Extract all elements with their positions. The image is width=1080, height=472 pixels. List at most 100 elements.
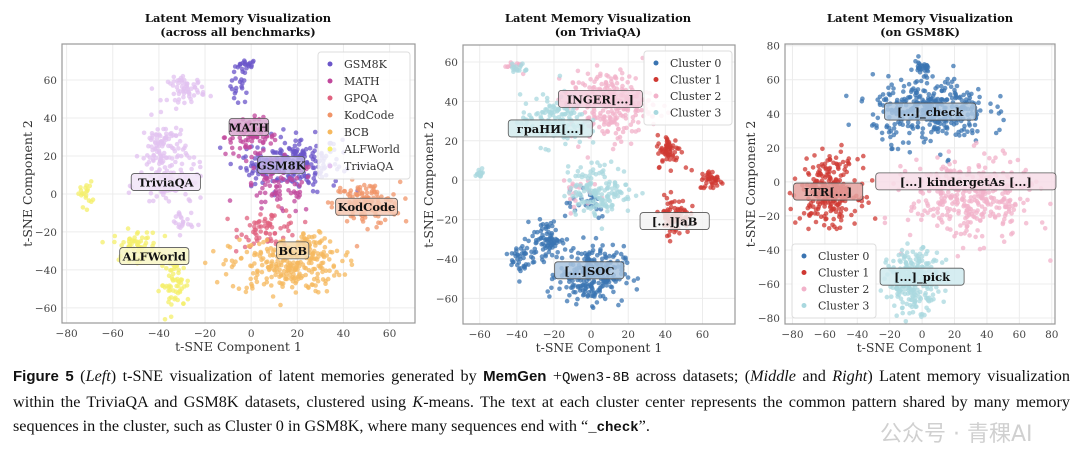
data-point-cluster-0 xyxy=(888,134,893,140)
data-point-gpqa xyxy=(267,231,273,237)
data-point-bcb xyxy=(270,252,276,258)
data-point-cluster-0 xyxy=(963,97,969,102)
x-axis-label: t-SNE Component 1 xyxy=(536,340,663,355)
data-point-kodcode xyxy=(382,217,388,223)
data-point-bcb xyxy=(225,243,231,249)
data-point-cluster-0 xyxy=(961,92,966,98)
legend: GSM8K MATH GPQA KodCode BCB ALFWorld TriviaQA xyxy=(317,51,411,180)
data-point-triviaqa xyxy=(159,139,164,144)
data-point-cluster-2 xyxy=(951,207,957,213)
data-point-cluster-3 xyxy=(936,289,941,294)
data-point-cluster-2 xyxy=(978,218,983,223)
data-point-gsm8k xyxy=(311,176,317,181)
y-tick-label: 60 xyxy=(767,75,780,87)
data-point-gsm8k xyxy=(309,154,314,159)
data-point-kodcode xyxy=(344,219,350,224)
data-point-triviaqa xyxy=(141,156,146,161)
data-point-cluster-2 xyxy=(917,166,923,172)
data-point-gsm8k xyxy=(331,183,337,188)
data-point-cluster-0 xyxy=(543,253,548,259)
data-point-triviaqa xyxy=(199,84,205,90)
data-point-alfworld xyxy=(144,230,150,235)
data-point-cluster-1 xyxy=(788,206,793,212)
caption-text: ) t-SNE visualization of latent memories… xyxy=(110,367,484,385)
data-point-cluster-1 xyxy=(852,208,858,214)
data-point-cluster-1 xyxy=(710,175,715,181)
data-point-cluster-2 xyxy=(636,127,641,133)
data-point-cluster-3 xyxy=(919,253,925,259)
data-point-bcb xyxy=(345,250,350,255)
data-point-triviaqa xyxy=(177,233,183,238)
data-point-math xyxy=(221,135,227,140)
data-point-cluster-2 xyxy=(629,129,635,134)
legend-marker xyxy=(327,163,333,169)
data-point-cluster-2 xyxy=(999,199,1004,204)
data-point-cluster-1 xyxy=(685,229,690,235)
data-point-triviaqa xyxy=(178,214,183,219)
data-point-cluster-2 xyxy=(1001,239,1007,244)
data-point-cluster-1 xyxy=(812,153,817,158)
data-point-cluster-0 xyxy=(537,217,543,222)
y-axis-label: t-SNE Component 2 xyxy=(421,121,436,248)
data-point-triviaqa xyxy=(171,91,177,97)
cluster-label: [...]SOC xyxy=(564,264,614,278)
data-point-bcb xyxy=(340,258,345,264)
data-point-kodcode xyxy=(355,193,360,198)
data-point-cluster-0 xyxy=(993,130,999,136)
data-point-math xyxy=(223,151,228,157)
data-point-cluster-0 xyxy=(942,85,948,91)
data-point-cluster-0 xyxy=(551,219,557,224)
data-point-alfworld xyxy=(170,271,176,277)
data-point-cluster-0 xyxy=(920,126,926,131)
data-point-triviaqa xyxy=(185,217,190,222)
data-point-triviaqa xyxy=(197,159,203,165)
data-point-cluster-0 xyxy=(549,285,554,291)
data-point-alfworld xyxy=(185,296,191,302)
data-point-cluster-2 xyxy=(960,245,966,251)
data-point-cluster-1 xyxy=(666,233,672,238)
data-point-cluster-2 xyxy=(561,178,567,183)
data-point-cluster-2 xyxy=(598,117,603,122)
data-point-cluster-0 xyxy=(931,127,936,132)
data-point-triviaqa xyxy=(178,127,184,133)
data-point-bcb xyxy=(275,258,280,264)
data-point-cluster-2 xyxy=(605,128,610,134)
data-point-cluster-2 xyxy=(592,182,598,187)
data-point-cluster-0 xyxy=(570,285,575,290)
data-point-bcb xyxy=(334,248,340,254)
data-point-cluster-2 xyxy=(610,146,616,152)
data-point-cluster-1 xyxy=(792,176,798,181)
data-point-cluster-3 xyxy=(598,185,604,191)
data-point-cluster-2 xyxy=(909,204,914,210)
data-point-triviaqa xyxy=(188,96,193,102)
data-point-triviaqa xyxy=(144,162,150,167)
data-point-cluster-2 xyxy=(601,131,607,137)
data-point-cluster-2 xyxy=(999,233,1005,239)
data-point-cluster-0 xyxy=(591,290,597,296)
data-point-cluster-2 xyxy=(948,227,953,232)
data-point-cluster-0 xyxy=(546,224,551,230)
chart-title: Latent Memory Visualization xyxy=(827,11,1014,25)
data-point-triviaqa xyxy=(198,164,203,170)
data-point-cluster-2 xyxy=(620,113,626,119)
data-point-cluster-3 xyxy=(580,198,585,204)
data-point-cluster-0 xyxy=(886,73,891,79)
data-point-cluster-0 xyxy=(550,223,555,229)
data-point-bcb xyxy=(277,274,282,280)
data-point-gsm8k xyxy=(310,188,316,194)
data-point-math xyxy=(277,188,282,194)
data-point-alfworld xyxy=(173,289,179,295)
data-point-cluster-3 xyxy=(547,104,553,109)
data-point-bcb xyxy=(270,294,276,299)
data-point-kodcode xyxy=(367,183,373,189)
data-point-cluster-3 xyxy=(903,286,908,292)
data-point-cluster-0 xyxy=(939,88,945,94)
data-point-cluster-0 xyxy=(530,233,535,239)
legend-marker xyxy=(327,129,333,135)
data-point-cluster-3 xyxy=(626,187,632,192)
data-point-gsm8k xyxy=(239,86,245,91)
y-tick-label: 20 xyxy=(445,136,458,148)
data-point-gsm8k xyxy=(310,165,316,171)
data-point-cluster-0 xyxy=(877,94,883,100)
data-point-alfworld xyxy=(112,233,118,239)
